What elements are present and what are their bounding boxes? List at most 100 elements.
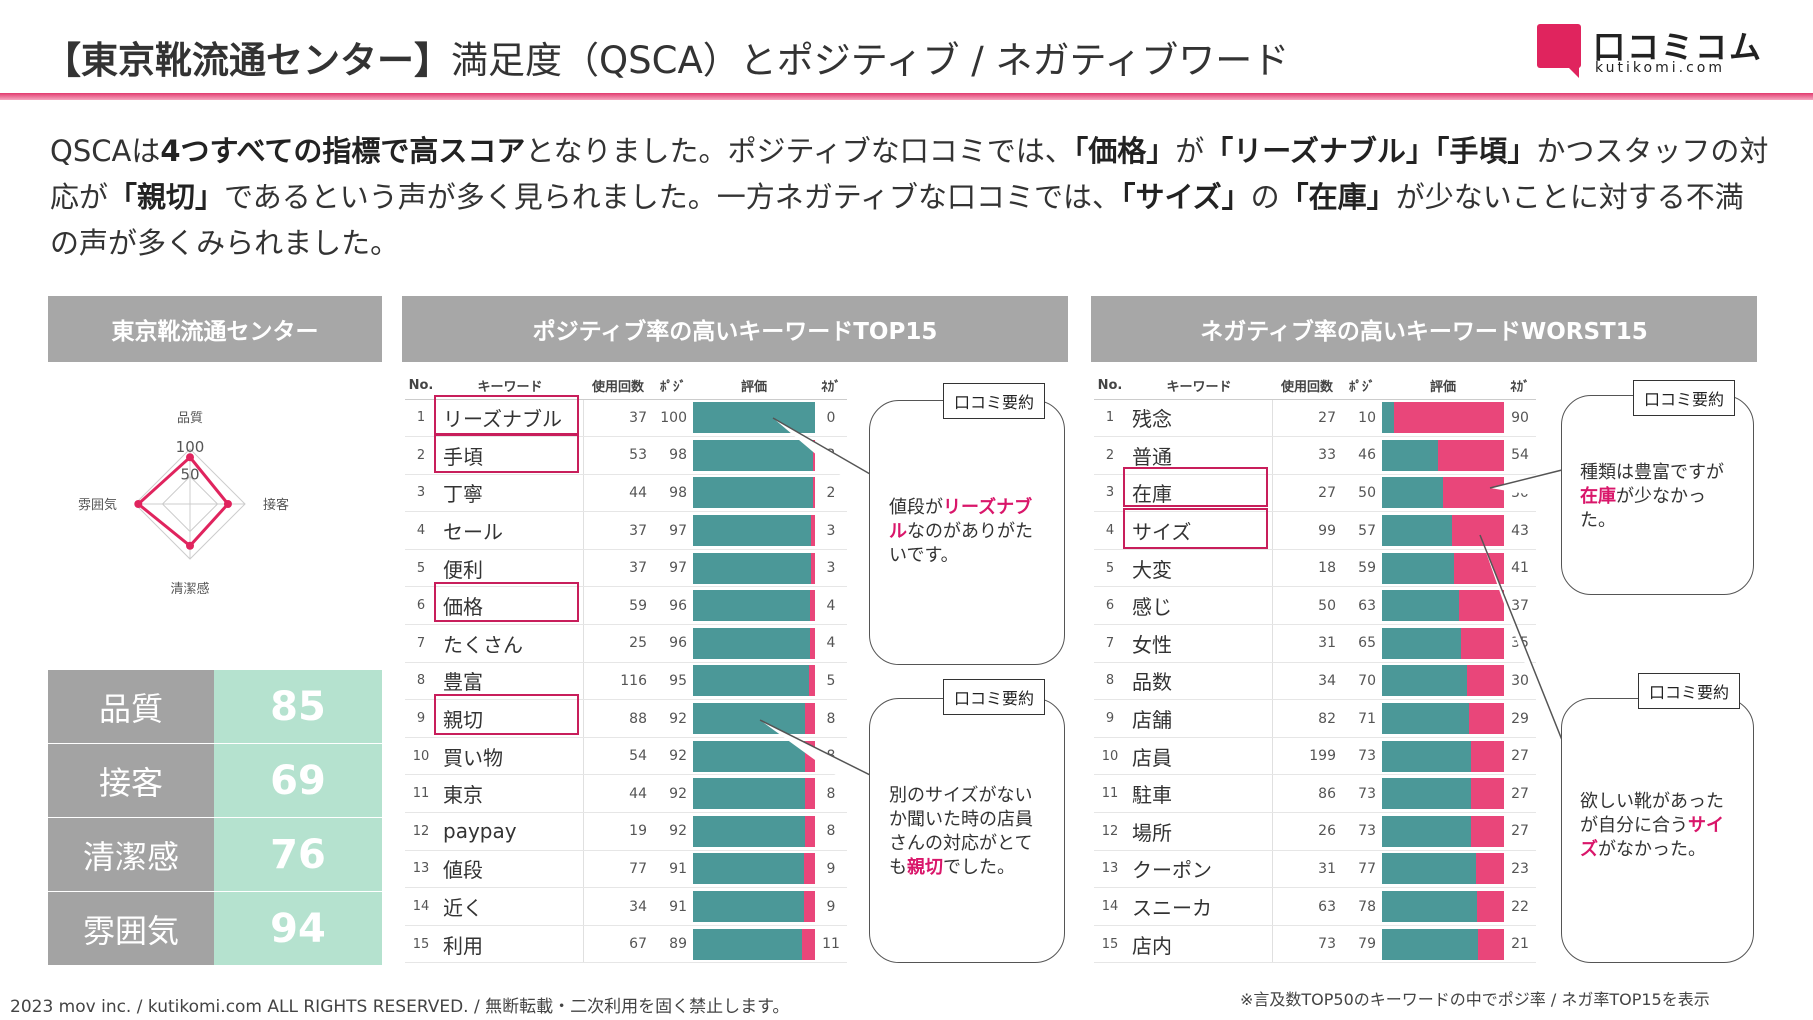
- rating-bar: [693, 891, 815, 923]
- row-number: 11: [405, 774, 437, 814]
- negative-bar-segment: [805, 778, 815, 810]
- row-number: 15: [1094, 925, 1126, 964]
- keyword: 感じ: [1126, 586, 1273, 626]
- rating-bar: [693, 703, 815, 735]
- positive-keyword-table: No. キーワード 使用回数 ﾎﾟｼﾞ 評価 ﾈｶﾞ 1 リーズナブル 37 100 0…: [405, 373, 847, 964]
- negative-bar-segment: [1458, 590, 1504, 622]
- score-label: 品質: [48, 670, 214, 743]
- keyword: クーポン: [1126, 850, 1273, 889]
- positive-rate: 91: [653, 850, 693, 889]
- negative-bar-segment: [812, 439, 815, 471]
- negative-rate: 9: [815, 887, 847, 926]
- usage-count: 44: [583, 774, 653, 814]
- negative-bar-segment: [811, 552, 815, 584]
- col-header-pos: ﾎﾟｼﾞ: [653, 373, 693, 400]
- negative-rate: 27: [1504, 774, 1536, 814]
- col-header-neg: ﾈｶﾞ: [1504, 373, 1536, 400]
- callout-text: 別のサイズがないか聞いた時の店員さんの対応がとても親切でした。: [889, 784, 1047, 880]
- keyword: セール: [437, 511, 584, 550]
- rating-bar-cell: [693, 774, 815, 814]
- col-header-eval: 評価: [1382, 373, 1504, 400]
- callout-text-part: がなかった。: [1598, 839, 1706, 860]
- usage-count: 82: [1272, 699, 1342, 738]
- logo-text: 口コミコム: [1593, 28, 1764, 66]
- rating-bar-cell: [693, 624, 815, 663]
- callout-keyword: 在庫: [1580, 486, 1616, 507]
- callout-text-part: が少なかった。: [1580, 486, 1706, 531]
- positive-rate: 10: [1342, 399, 1382, 438]
- positive-rate: 92: [653, 774, 693, 814]
- callout-text: 種類は豊富ですが在庫が少なかった。: [1580, 461, 1740, 533]
- summary-part: QSCAは: [50, 134, 161, 168]
- negative-bar-segment: [801, 928, 815, 960]
- highlight-box: [434, 433, 579, 473]
- rating-bar-cell: [1382, 399, 1504, 438]
- title-store: 【東京靴流通センター】: [44, 39, 451, 82]
- rating-bar-cell: [693, 474, 815, 513]
- score-row: 品質 85: [48, 670, 382, 744]
- positive-panel-title: ポジティブ率の高いキーワードTOP15: [402, 296, 1068, 362]
- row-number: 10: [405, 737, 437, 776]
- row-number: 2: [1094, 436, 1126, 475]
- score-table: 品質 85 接客 69 清潔感 76 雰囲気 94: [48, 670, 382, 966]
- usage-count: 37: [583, 399, 653, 438]
- summary-part: が少ないことに対する不満の声が多くみられました。: [50, 180, 1744, 260]
- table-row: 5 便利 37 97 3: [405, 549, 847, 588]
- negative-bar-segment: [1467, 665, 1504, 697]
- logo-mark-icon: [1537, 24, 1581, 78]
- usage-count: 199: [1272, 737, 1342, 776]
- negative-rate: 27: [1504, 812, 1536, 851]
- summary-highlight: 「リーズナブル」「手頃」: [1204, 134, 1537, 168]
- positive-rate: 92: [653, 737, 693, 776]
- score-value: 94: [214, 892, 382, 965]
- table-row: 9 店舗 82 71 29: [1094, 699, 1536, 738]
- rating-bar: [1382, 815, 1504, 847]
- row-number: 1: [1094, 399, 1126, 438]
- rating-bar: [1382, 552, 1504, 584]
- callout-keyword: リーズナブル: [889, 497, 1033, 542]
- rating-bar-cell: [1382, 887, 1504, 926]
- row-number: 14: [405, 887, 437, 926]
- rating-bar-cell: [693, 737, 815, 776]
- keyword: 品数: [1126, 662, 1273, 701]
- summary-part: であるという声が多く見られました。一方ネガティブな口コミでは、: [224, 180, 1122, 214]
- score-value: 76: [214, 818, 382, 891]
- negative-bar-segment: [805, 703, 815, 735]
- negative-rate: 50: [1504, 474, 1536, 513]
- footnote: ※言及数TOP50のキーワードの中でポジ率 / ネガ率TOP15を表示: [1240, 990, 1710, 1009]
- rating-bar: [1382, 590, 1504, 622]
- score-value: 85: [214, 670, 382, 743]
- highlight-box: [434, 582, 579, 622]
- row-number: 12: [405, 812, 437, 851]
- rating-bar: [1382, 439, 1504, 471]
- positive-rate: 46: [1342, 436, 1382, 475]
- positive-rate: 98: [653, 436, 693, 475]
- radar-point: [134, 500, 143, 508]
- usage-count: 88: [583, 699, 653, 738]
- review-callout: [1561, 698, 1754, 963]
- negative-bar-segment: [1468, 703, 1504, 735]
- summary-highlight: 「価格」: [1073, 134, 1176, 168]
- rating-bar-cell: [693, 511, 815, 550]
- rating-bar: [1382, 477, 1504, 509]
- usage-count: 53: [583, 436, 653, 475]
- summary-part: が: [1175, 134, 1205, 168]
- positive-rate: 70: [1342, 662, 1382, 701]
- rating-bar-cell: [693, 662, 815, 701]
- score-label: 接客: [48, 744, 214, 817]
- score-label: 清潔感: [48, 818, 214, 891]
- col-header-no: No.: [1094, 373, 1126, 400]
- radar-tick-label: 100: [176, 438, 205, 456]
- usage-count: 99: [1272, 511, 1342, 550]
- rating-bar: [693, 740, 815, 772]
- table-row: 7 女性 31 65 35: [1094, 624, 1536, 663]
- positive-rate: 98: [653, 474, 693, 513]
- usage-count: 59: [583, 586, 653, 626]
- usage-count: 19: [583, 812, 653, 851]
- negative-rate: 43: [1504, 511, 1536, 550]
- row-number: 15: [405, 925, 437, 964]
- rating-bar: [693, 665, 815, 697]
- keyword: 利用: [437, 925, 584, 964]
- negative-bar-segment: [812, 477, 815, 509]
- rating-bar: [693, 928, 815, 960]
